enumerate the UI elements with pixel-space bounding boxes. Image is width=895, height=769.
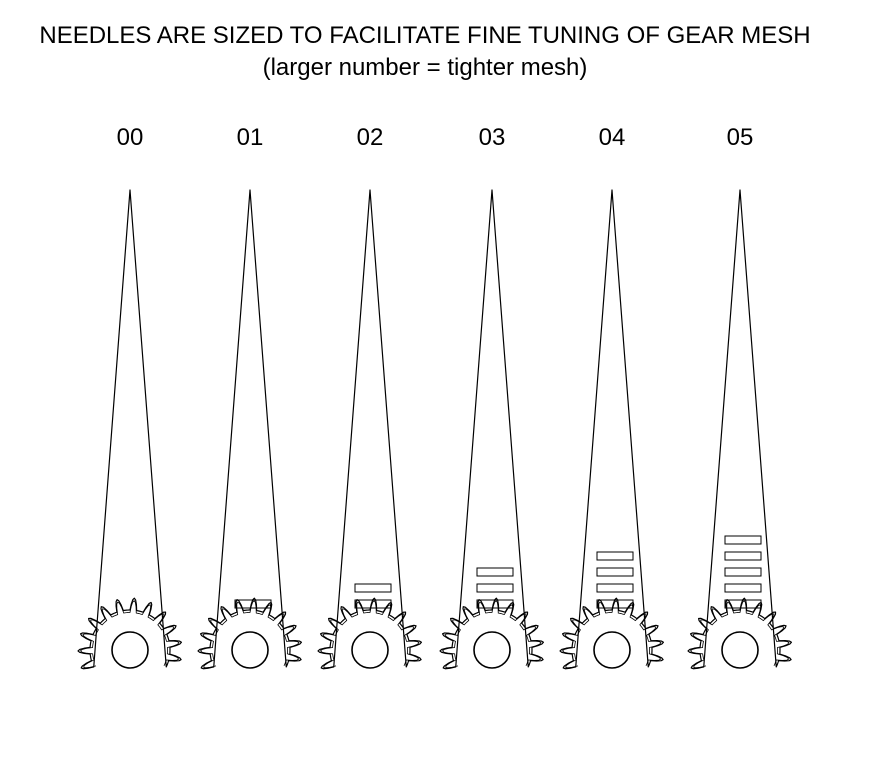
hub-hole [231, 631, 269, 669]
diagram-title: NEEDLES ARE SIZED TO FACILITATE FINE TUN… [39, 22, 811, 49]
needle-label: 04 [599, 124, 626, 151]
needle-label: 00 [117, 124, 144, 151]
hub-hole [721, 631, 759, 669]
gear-teeth-inner [319, 600, 420, 669]
size-mark [596, 599, 634, 609]
diagram-subtitle: (larger number = tighter mesh) [262, 54, 588, 81]
hub-hole [473, 631, 511, 669]
needle-03: 03 [439, 124, 545, 670]
needle-outline [77, 189, 183, 670]
size-mark [724, 583, 762, 593]
needle-05: 05 [687, 124, 793, 670]
hub-hole [593, 631, 631, 669]
size-mark [724, 535, 762, 545]
needle-outline [317, 189, 423, 670]
needle-outline [439, 189, 545, 670]
hub-hole [111, 631, 149, 669]
size-mark [476, 599, 514, 609]
needle-outline [197, 189, 303, 670]
gear-teeth-inner [199, 600, 300, 669]
needle-outline [559, 189, 665, 670]
gear-teeth-inner [79, 600, 180, 669]
size-mark [724, 599, 762, 609]
size-mark [596, 583, 634, 593]
needle-label: 01 [237, 124, 264, 151]
gear-teeth-inner [689, 600, 790, 669]
size-mark [354, 599, 392, 609]
needle-02: 02 [317, 124, 423, 670]
size-mark [596, 567, 634, 577]
needle-01: 01 [197, 124, 303, 670]
needle-00: 00 [77, 124, 183, 670]
size-mark [354, 583, 392, 593]
size-mark [476, 567, 514, 577]
needle-outline [687, 189, 793, 670]
needle-04: 04 [559, 124, 665, 670]
size-mark [596, 551, 634, 561]
hub-hole [351, 631, 389, 669]
needle-label: 03 [479, 124, 506, 151]
needle-label: 05 [727, 124, 754, 151]
size-mark [724, 567, 762, 577]
needle-label: 02 [357, 124, 384, 151]
size-mark [234, 599, 272, 609]
size-mark [476, 583, 514, 593]
gear-teeth-inner [561, 600, 662, 669]
gear-teeth-inner [441, 600, 542, 669]
size-mark [724, 551, 762, 561]
header: NEEDLES ARE SIZED TO FACILITATE FINE TUN… [0, 20, 850, 84]
